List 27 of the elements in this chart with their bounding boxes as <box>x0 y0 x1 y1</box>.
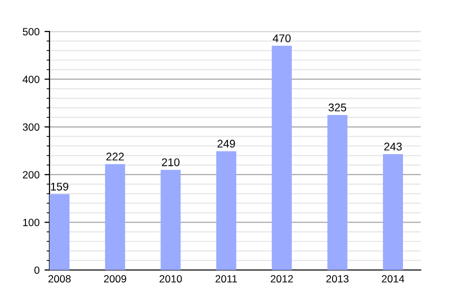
data-label: 249 <box>218 140 235 148</box>
x-tick-label: 2012 <box>270 275 293 283</box>
x-tick-label: 2013 <box>326 275 349 283</box>
data-label: 325 <box>328 104 346 112</box>
y-tick-label: 100 <box>23 218 40 226</box>
y-tick-label: 400 <box>22 76 40 84</box>
bar <box>272 46 292 270</box>
bar <box>160 170 181 270</box>
y-tick-label: 0 <box>34 266 40 274</box>
data-label: 222 <box>106 152 124 160</box>
bar <box>216 151 236 270</box>
data-label: 210 <box>162 158 180 166</box>
data-label: 159 <box>51 182 68 191</box>
x-tick-label: 2008 <box>48 275 71 283</box>
x-tick-label: 2011 <box>216 275 237 283</box>
y-tick-label: 300 <box>22 123 40 131</box>
bar <box>50 194 70 270</box>
data-label: 470 <box>272 34 291 42</box>
bar <box>382 154 403 270</box>
y-tick-label: 200 <box>22 171 40 178</box>
y-tick-label: 500 <box>22 28 40 36</box>
x-tick-label: 2009 <box>104 275 126 283</box>
bar <box>327 114 348 270</box>
x-tick-label: 2014 <box>382 275 404 283</box>
x-tick-label: 2010 <box>160 275 182 283</box>
data-label: 243 <box>384 142 402 151</box>
bar <box>105 164 126 270</box>
